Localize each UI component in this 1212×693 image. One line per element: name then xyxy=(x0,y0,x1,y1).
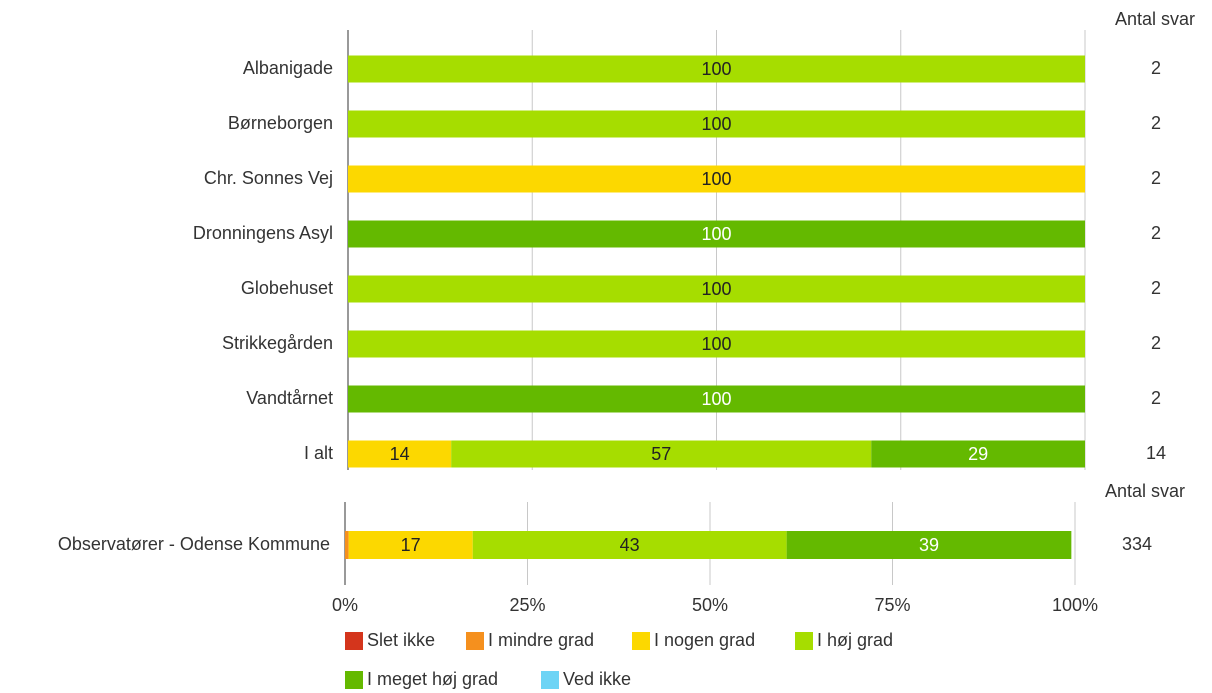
legend-swatch xyxy=(345,632,363,650)
category-label: Chr. Sonnes Vej xyxy=(204,168,333,188)
n-header: Antal svar xyxy=(1115,9,1195,29)
n-value: 334 xyxy=(1122,534,1152,554)
x-tick-label: 75% xyxy=(874,595,910,615)
n-value: 2 xyxy=(1151,168,1161,188)
legend-label: I høj grad xyxy=(817,630,893,650)
legend-swatch xyxy=(632,632,650,650)
legend-swatch xyxy=(541,671,559,689)
bar-segment xyxy=(472,531,787,559)
legend-swatch xyxy=(466,632,484,650)
n-value: 2 xyxy=(1151,113,1161,133)
value-label: 39 xyxy=(919,535,939,555)
bar-segment xyxy=(348,531,473,559)
value-label: 100 xyxy=(701,114,731,134)
legend-swatch xyxy=(345,671,363,689)
legend-label: I meget høj grad xyxy=(367,669,498,689)
bar-segment xyxy=(348,330,1085,358)
bar-segment xyxy=(786,531,1072,559)
bar-segment xyxy=(348,385,1085,413)
category-label: Strikkegården xyxy=(222,333,333,353)
bar-segment xyxy=(345,531,349,559)
category-label: Dronningens Asyl xyxy=(193,223,333,243)
bar-segment xyxy=(871,440,1085,468)
n-header: Antal svar xyxy=(1105,481,1185,501)
category-label: I alt xyxy=(304,443,333,463)
value-label: 43 xyxy=(620,535,640,555)
value-label: 29 xyxy=(968,444,988,464)
value-label: 57 xyxy=(651,444,671,464)
legend-swatch xyxy=(795,632,813,650)
x-tick-label: 100% xyxy=(1052,595,1098,615)
value-label: 100 xyxy=(701,279,731,299)
bar-segment xyxy=(348,440,452,468)
n-value: 2 xyxy=(1151,333,1161,353)
value-label: 100 xyxy=(701,224,731,244)
bar-segment xyxy=(451,440,872,468)
bar-segment xyxy=(348,55,1085,83)
bar-segment xyxy=(348,275,1085,303)
x-tick-label: 0% xyxy=(332,595,358,615)
x-tick-label: 50% xyxy=(692,595,728,615)
legend-label: I nogen grad xyxy=(654,630,755,650)
n-value: 2 xyxy=(1151,278,1161,298)
bar-segment xyxy=(348,165,1085,193)
category-label: Observatører - Odense Kommune xyxy=(58,534,330,554)
legend-label: Ved ikke xyxy=(563,669,631,689)
n-value: 14 xyxy=(1146,443,1166,463)
n-value: 2 xyxy=(1151,388,1161,408)
value-label: 100 xyxy=(701,59,731,79)
value-label: 17 xyxy=(401,535,421,555)
legend-label: I mindre grad xyxy=(488,630,594,650)
value-label: 14 xyxy=(390,444,410,464)
bar-segment xyxy=(348,220,1085,248)
category-label: Børneborgen xyxy=(228,113,333,133)
value-label: 100 xyxy=(701,389,731,409)
legend-label: Slet ikke xyxy=(367,630,435,650)
category-label: Albanigade xyxy=(243,58,333,78)
x-tick-label: 25% xyxy=(509,595,545,615)
value-label: 100 xyxy=(701,169,731,189)
category-label: Globehuset xyxy=(241,278,333,298)
n-value: 2 xyxy=(1151,58,1161,78)
category-label: Vandtårnet xyxy=(246,388,333,408)
bar-segment xyxy=(348,110,1085,138)
n-value: 2 xyxy=(1151,223,1161,243)
value-label: 100 xyxy=(701,334,731,354)
